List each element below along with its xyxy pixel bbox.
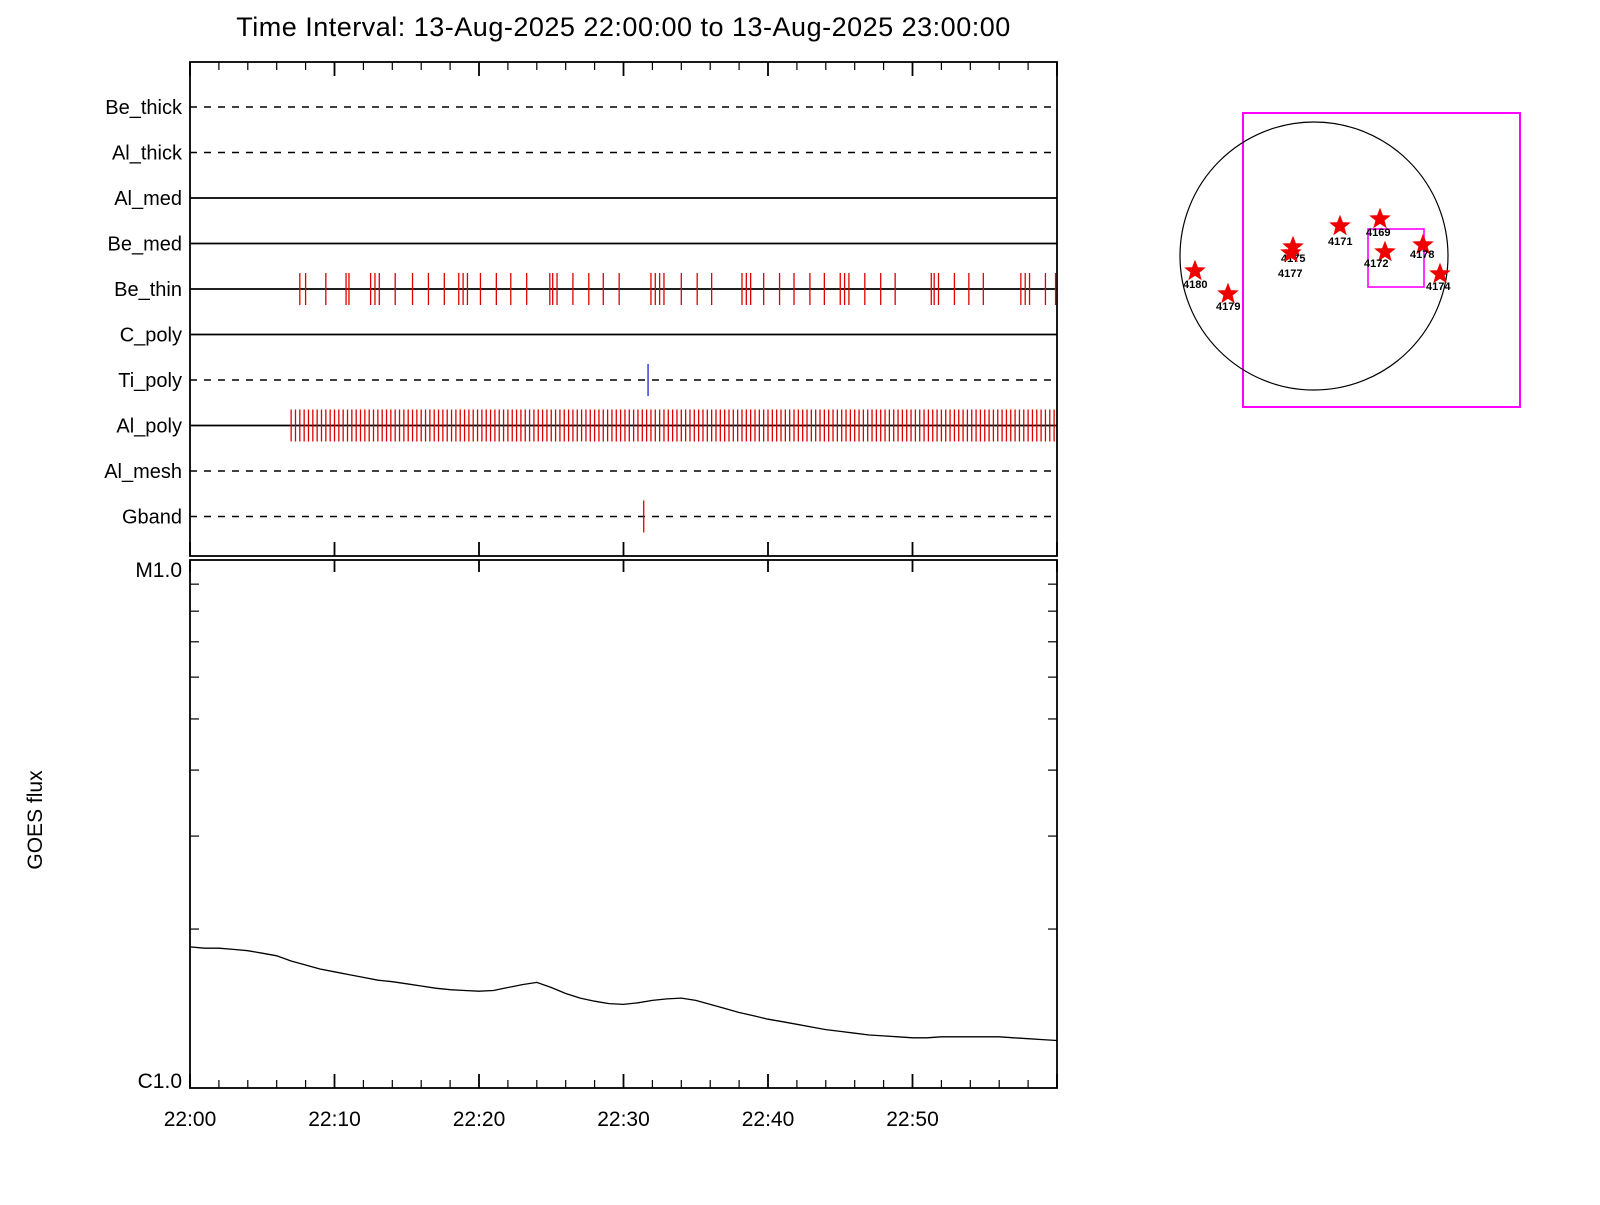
active-region-star-4180	[1184, 259, 1206, 281]
timeline-frame	[189, 61, 1058, 557]
active-region-label-4169: 4169	[1366, 227, 1390, 239]
active-region-star-4171	[1329, 214, 1351, 236]
goes-y-bottom-label: C1.0	[138, 1070, 182, 1093]
solar-disk	[1179, 121, 1449, 391]
goes-x-tick-label: 22:10	[308, 1108, 361, 1131]
filter-row-label-al_med: Al_med	[114, 188, 182, 210]
filter-row-label-c_poly: C_poly	[120, 325, 182, 347]
active-region-label-4180: 4180	[1183, 279, 1207, 291]
active-region-star-4177	[1280, 241, 1302, 263]
goes-y-top-label: M1.0	[135, 559, 182, 582]
goes-x-tick-label: 22:00	[164, 1108, 217, 1131]
goes-y-axis-label: GOES flux	[24, 770, 47, 870]
fov-rect	[1242, 112, 1521, 408]
active-region-label-4174: 4174	[1426, 281, 1451, 293]
goes-frame	[189, 559, 1058, 1089]
filter-row-label-al_thick: Al_thick	[112, 143, 183, 165]
filter-row-label-al_mesh: Al_mesh	[104, 461, 182, 483]
target-rect	[1367, 228, 1425, 288]
goes-x-tick-label: 22:40	[742, 1108, 795, 1131]
filter-row-label-ti_poly: Ti_poly	[118, 370, 182, 392]
active-region-star-4179	[1217, 282, 1239, 304]
goes-x-tick-label: 22:20	[453, 1108, 506, 1131]
filter-row-label-be_thick: Be_thick	[105, 97, 183, 119]
active-region-star-4174	[1429, 262, 1451, 284]
goes-x-tick-label: 22:50	[886, 1108, 939, 1131]
active-region-label-4172: 4172	[1364, 258, 1388, 270]
active-region-star-4169	[1369, 207, 1391, 229]
active-region-star-4178	[1412, 233, 1434, 255]
solar-map: 418041794175417741714169417241784174	[1179, 112, 1521, 408]
active-region-star-4172	[1374, 240, 1396, 262]
filter-row-label-gband: Gband	[122, 507, 182, 529]
active-region-label-4178: 4178	[1410, 249, 1434, 261]
filter-row-label-be_med: Be_med	[108, 234, 183, 256]
filter-row-label-be_thin: Be_thin	[114, 279, 182, 301]
active-region-label-4177: 4177	[1278, 268, 1302, 280]
active-region-label-4179: 4179	[1216, 301, 1240, 313]
active-region-label-4171: 4171	[1328, 236, 1352, 248]
goes-x-tick-label: 22:30	[597, 1108, 650, 1131]
page-title: Time Interval: 13-Aug-2025 22:00:00 to 1…	[236, 12, 1011, 42]
goes-flux-curve	[189, 946, 1058, 1042]
filter-row-label-al_poly: Al_poly	[116, 416, 182, 438]
